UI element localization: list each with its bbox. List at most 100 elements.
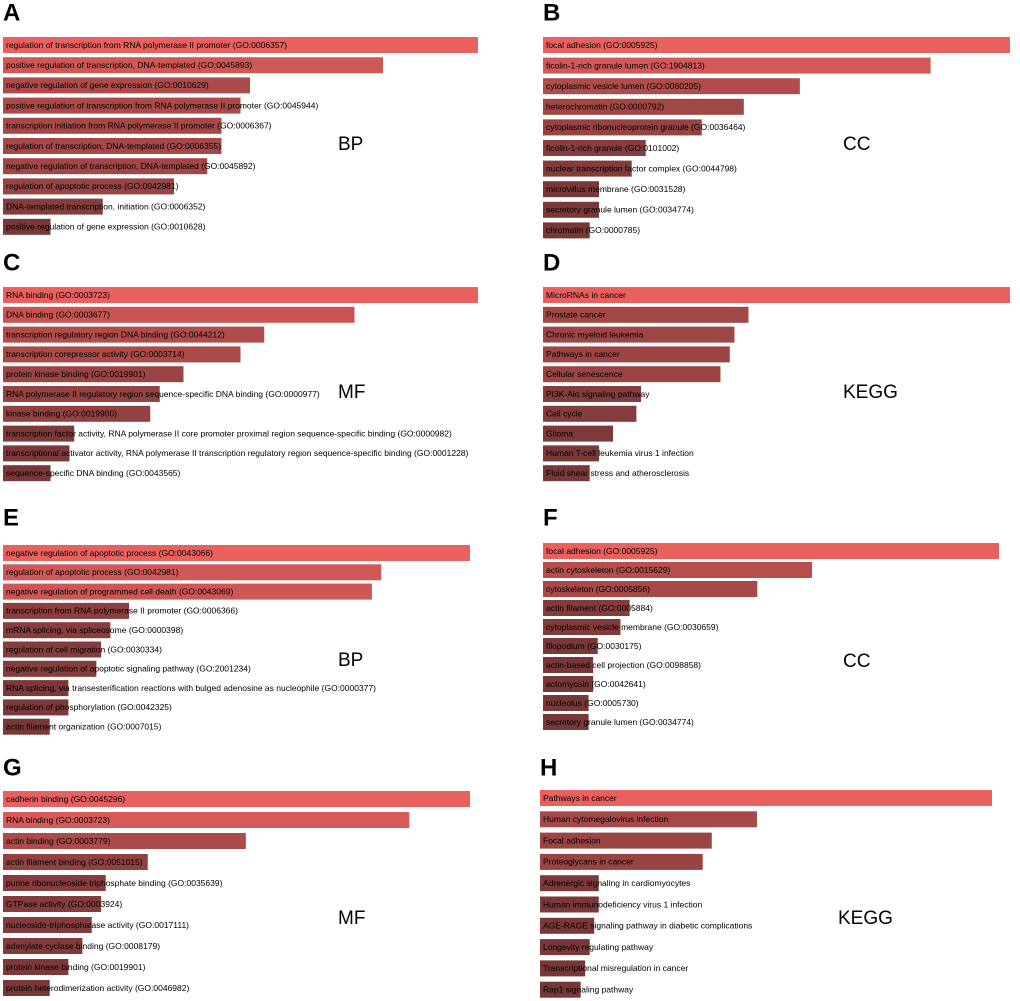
- bar-label: focal adhesion (GO:0005925): [546, 40, 658, 50]
- bar-label: Focal adhesion: [543, 835, 601, 845]
- bar: [3, 833, 246, 849]
- bar-label: actin filament (GO:0005884): [546, 603, 653, 613]
- bar-label: Longevity regulating pathway: [543, 942, 654, 952]
- bar-label: adenylate cyclase binding (GO:0008179): [6, 941, 160, 951]
- panel-letter: A: [3, 0, 20, 26]
- bar-label: regulation of apoptotic process (GO:0042…: [6, 567, 179, 577]
- bar-label: cytoplasmic vesicle membrane (GO:0030659…: [546, 622, 719, 632]
- bar: [3, 37, 478, 53]
- bar-label: regulation of transcription, DNA-templat…: [6, 141, 221, 151]
- bar: [3, 287, 478, 303]
- bar-label: transcription initiation from RNA polyme…: [6, 121, 272, 131]
- bar: [543, 600, 630, 616]
- bar: [3, 641, 102, 658]
- bar-label: Human immunodeficiency virus 1 infection: [543, 899, 702, 909]
- bar: [540, 853, 703, 870]
- bar-label: positive regulation of transcription, DN…: [6, 60, 252, 70]
- bar-label: Pathways in cancer: [546, 349, 620, 359]
- bar: [543, 405, 637, 422]
- bar-label: actin-based cell projection (GO:0098858): [546, 660, 701, 670]
- bar-label: Rap1 signaling pathway: [543, 984, 634, 994]
- bar: [3, 791, 470, 807]
- bar: [3, 875, 106, 891]
- bar-label: ficolin-1-rich granule lumen (GO:1904813…: [546, 60, 705, 70]
- bar-label: protein heterodimerization activity (GO:…: [6, 983, 189, 993]
- bar-label: DNA-templated transcription, initiation …: [6, 201, 206, 211]
- bar: [3, 366, 184, 383]
- bar: [3, 917, 92, 933]
- bar-label: regulation of cell migration (GO:0030334…: [6, 644, 162, 654]
- bar: [540, 875, 599, 892]
- bar: [3, 680, 69, 697]
- category-tag: MF: [338, 382, 365, 403]
- bar-label: Fluid shear stress and atherosclerosis: [546, 468, 689, 478]
- panel-letter: D: [543, 249, 560, 276]
- bar: [3, 158, 208, 175]
- bar: [3, 77, 250, 94]
- bar: [3, 896, 102, 912]
- category-tag: MF: [338, 908, 365, 929]
- bar-label: Prostate cancer: [546, 310, 606, 320]
- bar-label: purine ribonucleoside triphosphate bindi…: [6, 878, 223, 888]
- bar: [540, 917, 595, 934]
- bar-label: secretory granule lumen (GO:0034774): [546, 205, 694, 215]
- bar-label: Pathways in cancer: [543, 793, 617, 803]
- panel-letter: B: [543, 0, 560, 26]
- bar-label: transcription factor activity, RNA polym…: [6, 428, 452, 438]
- bar-label: actin binding (GO:0003779): [6, 836, 111, 846]
- bar: [543, 119, 702, 136]
- bar-label: Cellular senescence: [546, 369, 623, 379]
- panel-letter: H: [540, 754, 557, 781]
- bar: [543, 562, 813, 578]
- bar-label: negative regulation of gene expression (…: [6, 80, 209, 90]
- bar-label: positive regulation of gene expression (…: [6, 222, 206, 232]
- bar-label: Transcriptional misregulation in cancer: [543, 963, 688, 973]
- bar: [543, 326, 735, 343]
- panel-letter: G: [3, 754, 22, 781]
- bar: [3, 138, 222, 154]
- bar: [543, 346, 730, 363]
- bar-label: microvillus membrane (GO:0031528): [546, 184, 686, 194]
- bar-label: focal adhesion (GO:0005925): [546, 546, 658, 556]
- bar: [540, 960, 586, 977]
- bar-label: Human cytomegalovirus infection: [543, 814, 668, 824]
- bar: [543, 222, 590, 239]
- panel-letter: E: [3, 504, 19, 531]
- category-tag: KEGG: [843, 382, 898, 403]
- bar-label: transcription from RNA polymerase II pro…: [6, 606, 238, 616]
- bar: [543, 543, 999, 559]
- bar-label: Adrenergic signaling in cardiomyocytes: [543, 878, 690, 888]
- bar-label: RNA binding (GO:0003723): [6, 290, 110, 300]
- bar: [543, 581, 758, 597]
- bar-label: nucleoside-triphosphatase activity (GO:0…: [6, 920, 189, 930]
- bar: [543, 465, 590, 482]
- bar: [543, 160, 632, 177]
- bar-label: actin cytoskeleton (GO:0015629): [546, 565, 670, 575]
- bar: [543, 445, 600, 462]
- bar-label: negative regulation of apoptotic signali…: [6, 664, 251, 674]
- bar-label: DNA binding (GO:0003677): [6, 310, 110, 320]
- bar: [543, 287, 1010, 303]
- bar: [543, 386, 642, 402]
- bar-label: protein kinase binding (GO:0019901): [6, 369, 146, 379]
- panel-letter: C: [3, 249, 20, 276]
- bar: [540, 896, 599, 913]
- bar-label: heterochromatin (GO:0000792): [546, 102, 664, 112]
- bar-label: regulation of phosphorylation (GO:004232…: [6, 702, 172, 712]
- bar: [3, 465, 51, 482]
- bar: [3, 564, 382, 581]
- bar: [3, 117, 222, 134]
- bar: [3, 622, 111, 639]
- bar: [3, 425, 75, 442]
- bar: [543, 306, 749, 323]
- bar: [3, 306, 355, 323]
- bar-label: nuclear transcription factor complex (GO…: [546, 163, 737, 173]
- bar: [3, 445, 70, 462]
- bar: [543, 657, 594, 673]
- bar: [543, 695, 589, 711]
- bar: [3, 959, 69, 975]
- bar-label: GTPase activity (GO:0003924): [6, 899, 122, 909]
- bar: [543, 638, 598, 654]
- bar: [3, 980, 50, 996]
